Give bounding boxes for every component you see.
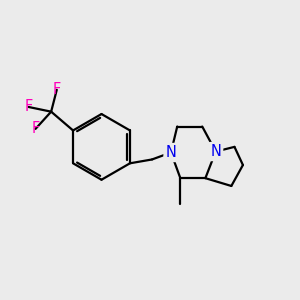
Text: F: F	[53, 82, 61, 97]
Text: N: N	[210, 144, 221, 159]
Text: N: N	[166, 145, 176, 160]
Text: F: F	[32, 122, 40, 136]
Text: F: F	[25, 100, 33, 115]
